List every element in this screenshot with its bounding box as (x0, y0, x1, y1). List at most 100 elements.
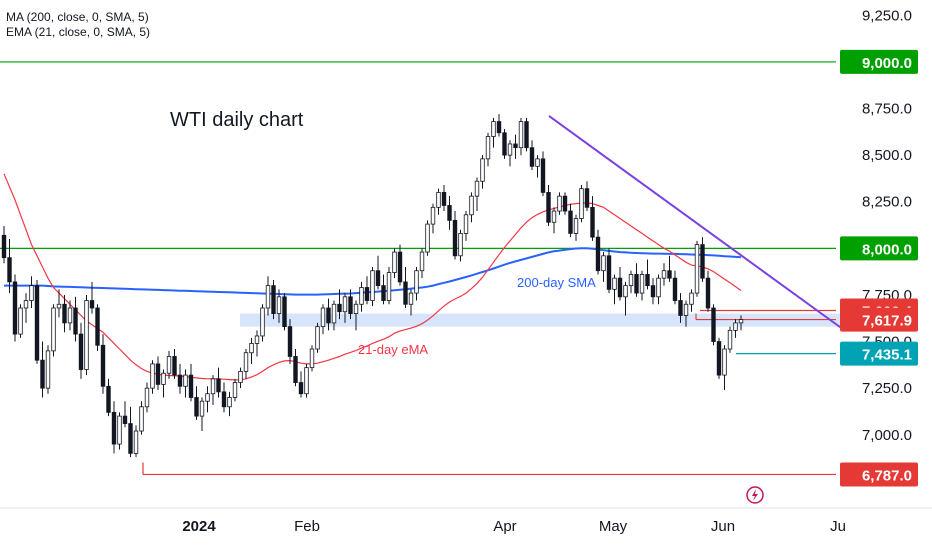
candle (397, 251, 403, 283)
price-axis: 7,000.07,250.07,500.07,750.08,000.08,250… (840, 7, 918, 487)
candle (375, 270, 381, 287)
price-tick-label: 8,250.0 (862, 194, 912, 211)
candle (12, 281, 18, 335)
candle (463, 214, 469, 234)
candle (441, 192, 447, 206)
candle (689, 292, 694, 305)
price-marker-box (840, 341, 918, 366)
candle (183, 374, 188, 387)
candle (67, 307, 73, 324)
candle (595, 236, 601, 272)
candle (139, 406, 144, 432)
candle (678, 300, 683, 316)
trendline (548, 115, 843, 330)
annotations: WTI daily chart 200-day SMA 21-day eMA (170, 109, 764, 504)
candle (166, 356, 172, 374)
candle (172, 356, 177, 376)
candle (337, 303, 342, 313)
candle (56, 303, 62, 309)
candle (249, 343, 254, 354)
candle (474, 180, 480, 197)
price-tick-label: 8,750.0 (862, 101, 912, 118)
candle (623, 285, 628, 298)
candle (738, 319, 744, 324)
candle (656, 277, 661, 298)
candle (194, 397, 199, 417)
price-marker-label: 7,435.1 (862, 347, 912, 364)
support-zone (240, 313, 840, 327)
candle (7, 257, 12, 283)
candle (73, 307, 78, 335)
candle (23, 300, 29, 309)
candle (216, 378, 221, 393)
candles (1, 114, 744, 458)
candle (293, 356, 298, 383)
price-marker-box (840, 307, 918, 332)
time-tick-label: Apr (493, 518, 516, 535)
candle (18, 307, 23, 335)
time-tick-label: Jun (711, 518, 735, 535)
candle (51, 307, 56, 352)
candle (612, 277, 617, 290)
candle (518, 121, 524, 149)
candle (733, 322, 738, 331)
candle (414, 270, 419, 294)
candle (342, 296, 348, 313)
candle (617, 277, 623, 298)
candle (694, 244, 700, 294)
candle (34, 285, 40, 361)
lightning-icon[interactable] (746, 486, 764, 504)
candle (645, 274, 650, 287)
candle (507, 143, 513, 156)
candle (62, 303, 67, 324)
time-tick-label: Feb (294, 518, 320, 535)
ema21-line (3, 173, 742, 381)
candle (447, 205, 452, 221)
candle (150, 363, 155, 389)
candle (573, 218, 579, 234)
candle (392, 251, 397, 273)
candle (45, 350, 51, 389)
candle (359, 287, 364, 305)
candle (320, 307, 326, 328)
candle (502, 132, 507, 156)
candle (260, 307, 265, 337)
candle (661, 270, 667, 279)
candle (705, 277, 711, 309)
candle (606, 255, 612, 290)
candle (282, 296, 287, 328)
candle (40, 359, 45, 389)
candle (155, 363, 161, 385)
candle (238, 370, 243, 383)
candle (672, 277, 678, 301)
candle (491, 121, 496, 137)
candle (485, 136, 491, 160)
candle (722, 348, 727, 376)
ema-indicator-label[interactable]: EMA (21, close, 0, SMA, 5) (6, 25, 151, 39)
ma-indicator-label[interactable]: MA (200, close, 0, SMA, 5) (6, 10, 149, 24)
candle (370, 270, 375, 301)
price-tick-label: 9,250.0 (862, 7, 912, 24)
candle (584, 188, 590, 208)
candle (298, 382, 304, 395)
candle (221, 391, 227, 408)
candle (403, 281, 408, 305)
time-tick-label: May (599, 518, 628, 535)
candle (353, 303, 359, 314)
price-marker-box (840, 236, 918, 261)
candle (348, 296, 353, 314)
candle (227, 397, 232, 408)
price-marker-label: 8,000.0 (862, 241, 912, 258)
candle (430, 206, 436, 225)
candle (727, 329, 733, 350)
candle (683, 303, 689, 316)
time-axis: 2024 Feb Apr May Jun Ju (182, 518, 846, 535)
candle (106, 385, 111, 413)
price-tick-label: 7,250.0 (862, 380, 912, 397)
candle (469, 195, 474, 216)
candle (716, 341, 722, 376)
candle (265, 285, 271, 309)
candle (667, 270, 672, 279)
